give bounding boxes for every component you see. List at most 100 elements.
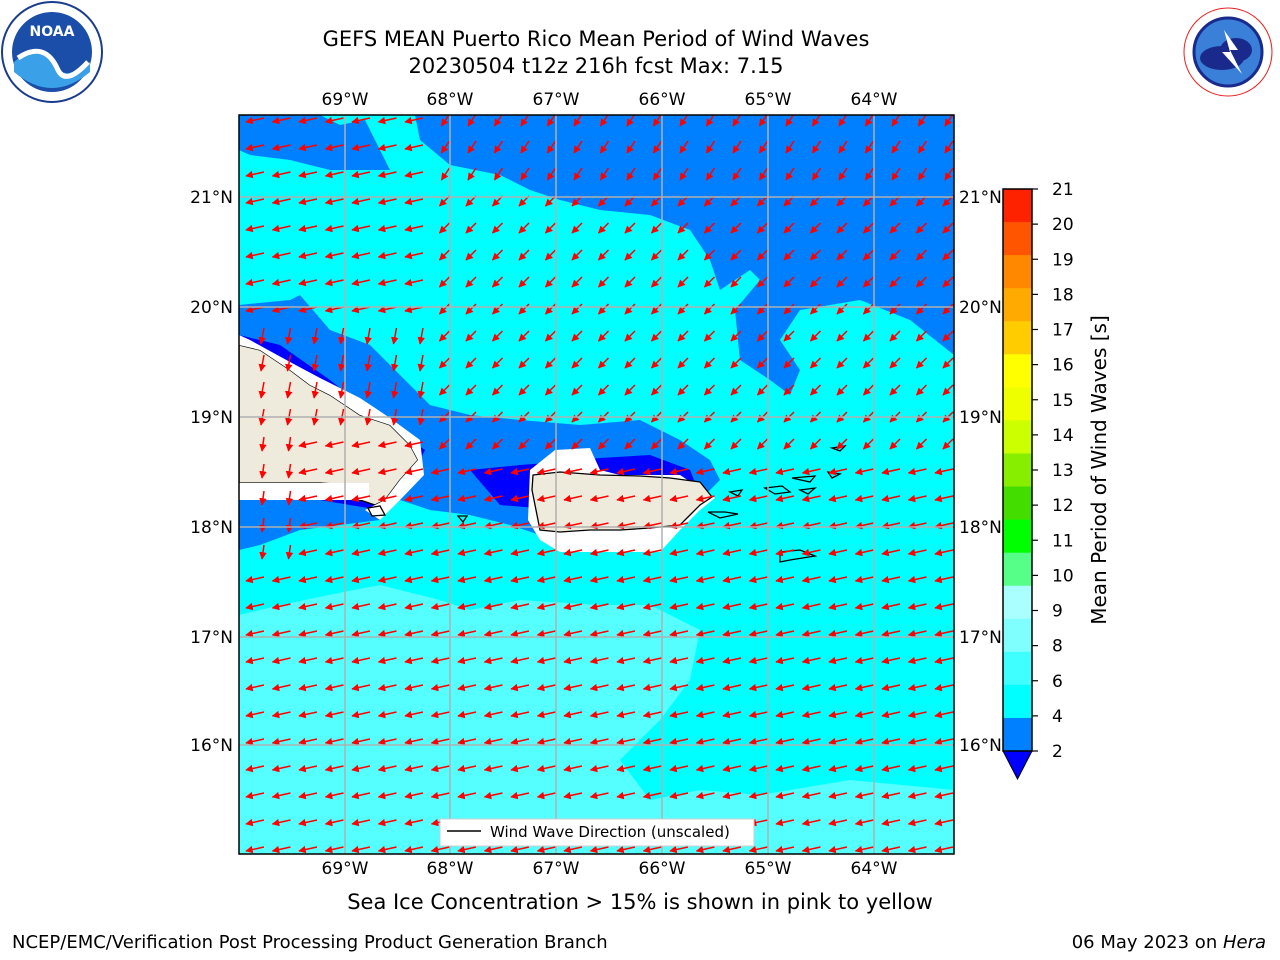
wave-arrow bbox=[351, 575, 371, 584]
wave-arrow bbox=[881, 656, 901, 665]
wave-arrow bbox=[722, 737, 742, 746]
wave-arrow bbox=[836, 357, 848, 369]
wave-arrow bbox=[491, 438, 504, 450]
wave-arrow bbox=[271, 710, 291, 719]
wave-arrow bbox=[377, 467, 397, 476]
wave-arrow bbox=[338, 327, 346, 345]
wave-arrow bbox=[748, 629, 768, 638]
wave-arrow bbox=[457, 683, 477, 692]
wave-arrow bbox=[351, 737, 371, 746]
wave-arrow bbox=[271, 845, 291, 854]
wave-arrow bbox=[944, 167, 954, 181]
wave-arrow bbox=[695, 656, 715, 665]
wave-arrow bbox=[417, 354, 425, 372]
wave-arrow bbox=[811, 167, 822, 181]
wave-arrow bbox=[404, 143, 424, 152]
colorbar-tick-label: 10 bbox=[1052, 566, 1074, 586]
wave-arrow bbox=[510, 602, 530, 611]
wave-arrow bbox=[756, 303, 769, 315]
wave-arrow bbox=[491, 303, 504, 315]
wave-arrow bbox=[404, 656, 424, 665]
wave-arrow bbox=[483, 494, 503, 503]
wave-arrow bbox=[589, 548, 609, 557]
wave-arrow bbox=[838, 140, 848, 154]
wave-arrow bbox=[695, 575, 715, 584]
colorbar-tick-label: 8 bbox=[1052, 637, 1063, 657]
lat-label-left: 19°N bbox=[190, 408, 233, 428]
colorbar-segment bbox=[1003, 420, 1032, 454]
wave-arrow bbox=[544, 384, 557, 396]
wave-arrow bbox=[510, 764, 530, 773]
wave-arrow bbox=[854, 764, 874, 773]
wave-arrow bbox=[597, 222, 610, 234]
wave-arrow bbox=[298, 278, 318, 287]
wave-arrow bbox=[828, 710, 848, 719]
wave-arrow bbox=[544, 276, 557, 288]
wave-arrow bbox=[546, 115, 556, 127]
wave-arrow bbox=[934, 467, 954, 476]
wave-arrow bbox=[907, 818, 927, 827]
lon-label-top: 68°W bbox=[427, 90, 474, 110]
wave-arrow bbox=[881, 683, 901, 692]
wave-arrow bbox=[942, 276, 954, 288]
wave-arrow bbox=[669, 845, 689, 854]
wave-arrow bbox=[881, 602, 901, 611]
wave-arrow bbox=[864, 167, 875, 181]
wave-arrow bbox=[864, 140, 875, 154]
wave-arrow bbox=[518, 438, 530, 450]
wave-arrow bbox=[801, 629, 821, 638]
wave-arrow bbox=[298, 683, 318, 692]
wave-arrow bbox=[854, 737, 874, 746]
wave-arrow bbox=[934, 764, 954, 773]
wave-arrow bbox=[324, 737, 344, 746]
wave-arrow bbox=[298, 143, 318, 152]
wave-arrow bbox=[783, 303, 795, 315]
wave-arrow bbox=[838, 115, 848, 127]
wave-arrow bbox=[828, 818, 848, 827]
wave-arrow bbox=[828, 656, 848, 665]
wave-arrow bbox=[669, 656, 689, 665]
wave-arrow bbox=[589, 629, 609, 638]
wave-arrow bbox=[536, 467, 556, 476]
lon-label-bottom: 69°W bbox=[322, 859, 369, 879]
wave-arrow bbox=[259, 517, 267, 533]
wave-arrow bbox=[563, 683, 583, 692]
wave-arrow bbox=[854, 494, 874, 503]
wave-arrow bbox=[915, 438, 928, 450]
wave-arrow bbox=[589, 737, 609, 746]
wave-arrow bbox=[440, 167, 451, 181]
wave-arrow bbox=[756, 249, 769, 261]
colorbar-segment bbox=[1003, 354, 1032, 388]
wave-arrow bbox=[430, 764, 450, 773]
wave-arrow bbox=[324, 710, 344, 719]
wave-arrow bbox=[934, 629, 954, 638]
wave-arrow bbox=[430, 710, 450, 719]
wave-arrow bbox=[626, 140, 636, 154]
wave-arrow bbox=[854, 629, 874, 638]
wave-arrow bbox=[573, 140, 583, 154]
wave-arrow bbox=[467, 115, 477, 127]
wave-arrow bbox=[589, 710, 609, 719]
wave-arrow bbox=[324, 278, 344, 287]
wave-arrow bbox=[245, 737, 265, 746]
wave-arrow bbox=[934, 683, 954, 692]
wave-arrow bbox=[438, 330, 451, 342]
hispaniola-white-south bbox=[239, 483, 369, 500]
wave-arrow bbox=[597, 249, 610, 261]
wave-arrow bbox=[491, 222, 504, 234]
wave-arrow bbox=[258, 327, 266, 345]
wave-arrow bbox=[730, 222, 742, 234]
wave-arrow bbox=[245, 278, 265, 287]
wave-arrow bbox=[809, 438, 822, 450]
wave-arrow bbox=[862, 438, 875, 450]
chart-subtitle: 20230504 t12z 216h fcst Max: 7.15 bbox=[408, 54, 784, 78]
wave-arrow bbox=[438, 438, 451, 450]
wave-arrow bbox=[404, 818, 424, 827]
wave-arrow bbox=[324, 251, 344, 260]
wave-arrow bbox=[271, 602, 291, 611]
wave-arrow bbox=[669, 683, 689, 692]
wave-arrow bbox=[457, 845, 477, 854]
wave-arrow bbox=[245, 710, 265, 719]
wave-arrow bbox=[351, 791, 371, 800]
colorbar-label: Mean Period of Wind Waves [s] bbox=[1087, 315, 1111, 625]
